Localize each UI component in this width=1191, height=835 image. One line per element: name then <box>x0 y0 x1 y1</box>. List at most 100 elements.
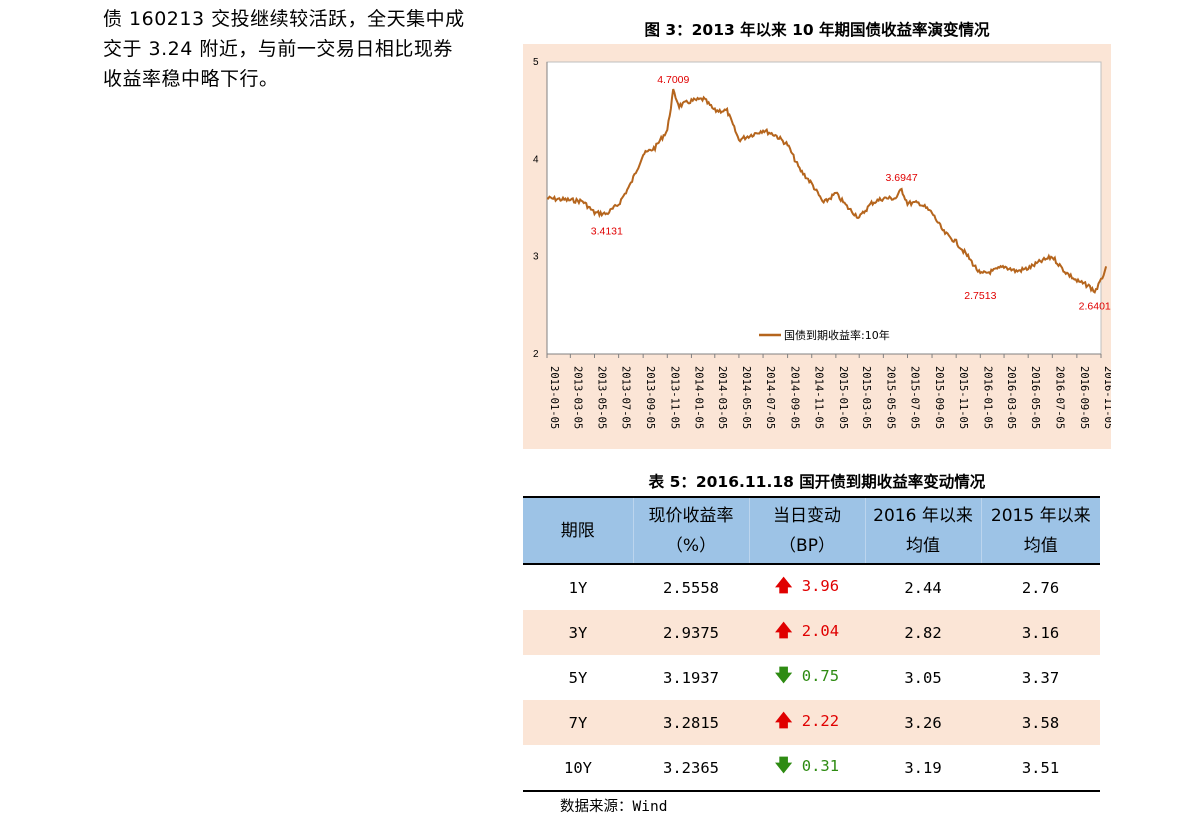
table-header-row: 期限 现价收益率 （%） 当日变动 （BP） 2016 年以来 均值 2015 … <box>523 497 1100 564</box>
cell-term: 10Y <box>564 758 592 777</box>
cell-avg-2015: 3.51 <box>1021 758 1060 777</box>
x-tick-label: 2013-01-05 <box>548 366 560 429</box>
cell-avg-2016: 3.05 <box>904 668 942 687</box>
cell-change: 🡅 3.96 <box>749 564 865 610</box>
y-tick-label: 2 <box>533 349 539 360</box>
paragraph-line: 债 160213 交投继续较活跃，全天集中成 <box>103 8 465 30</box>
x-tick-label: 2016-09-05 <box>1078 366 1090 429</box>
cell-yield: 3.2815 <box>663 713 719 732</box>
cell-avg-2016: 3.26 <box>904 713 942 732</box>
x-tick-label: 2016-05-05 <box>1029 366 1041 429</box>
data-label: 3.4131 <box>591 225 623 237</box>
header-avg-2015-label: 2015 年以来 <box>990 505 1091 526</box>
arrow-up-icon: 🡅 <box>774 621 793 641</box>
x-tick-label: 2014-01-05 <box>692 366 704 429</box>
cell-yield: 2.9375 <box>663 623 719 642</box>
cell-avg-2015: 3.16 <box>1021 623 1060 642</box>
x-tick-label: 2014-05-05 <box>740 366 752 429</box>
cell-avg-2016: 2.44 <box>904 578 942 597</box>
x-tick-label: 2014-11-05 <box>813 366 825 429</box>
data-label: 2.6401 <box>1079 301 1111 313</box>
x-tick-label: 2014-07-05 <box>764 366 776 429</box>
cell-avg-2016: 2.82 <box>904 623 942 642</box>
table-row: 10Y 3.2365 🡇 0.31 3.19 3.51 <box>523 745 1100 791</box>
cell-change: 🡇 0.75 <box>749 655 865 700</box>
paragraph-line: 交于 3.24 附近，与前一交易日相比现券 <box>103 38 453 60</box>
header-change-unit: （BP） <box>779 535 835 556</box>
arrow-up-icon: 🡅 <box>774 711 793 731</box>
x-tick-label: 2013-09-05 <box>644 366 656 429</box>
figure-title: 图 3：2013 年以来 10 年期国债收益率演变情况 <box>644 21 990 39</box>
x-tick-label: 2016-07-05 <box>1053 366 1065 429</box>
header-change: 当日变动 （BP） <box>749 497 866 564</box>
cell-term: 3Y <box>568 623 588 642</box>
x-tick-label: 2015-09-05 <box>933 366 945 429</box>
x-tick-label: 2013-11-05 <box>668 366 680 429</box>
yield-line-chart: 2 3 4 5 2013-01-05 2013-03-05 2013-05-05 2013-0… <box>533 57 1111 429</box>
table-row: 3Y 2.9375 🡅 2.04 2.82 3.16 <box>523 610 1100 655</box>
x-tick-label: 2015-01-05 <box>837 366 849 429</box>
header-change-label: 当日变动 <box>773 505 841 526</box>
table-row: 7Y 3.2815 🡅 2.22 3.26 3.58 <box>523 700 1100 745</box>
y-tick-label: 3 <box>533 252 539 263</box>
x-tick-label: 2013-03-05 <box>571 366 583 429</box>
body-paragraph: 债 160213 交投继续较活跃，全天集中成 交于 3.24 附近，与前一交易日… <box>103 4 483 94</box>
cell-avg-2016: 3.19 <box>904 758 942 777</box>
change-value: 2.04 <box>801 622 840 640</box>
header-yield-unit: （%） <box>665 535 717 556</box>
header-avg-2016: 2016 年以来 均值 <box>865 497 982 564</box>
cell-term: 7Y <box>568 713 588 732</box>
table-row: 5Y 3.1937 🡇 0.75 3.05 3.37 <box>523 655 1100 700</box>
header-yield: 现价收益率 （%） <box>633 497 750 564</box>
change-value: 2.22 <box>801 712 840 730</box>
x-tick-label: 2015-05-05 <box>884 366 896 429</box>
header-avg-2016-label: 2016 年以来 <box>873 505 973 526</box>
paragraph-line: 收益率稳中略下行。 <box>103 68 279 90</box>
table-title: 表 5：2016.11.18 国开债到期收益率变动情况 <box>648 473 986 491</box>
x-tick-label: 2014-03-05 <box>716 366 728 429</box>
series-line <box>546 88 1108 294</box>
cell-term: 5Y <box>568 668 588 687</box>
cell-avg-2015: 3.58 <box>1021 713 1060 732</box>
x-tick-label: 2016-11-05 <box>1102 366 1111 429</box>
cell-term: 1Y <box>568 578 588 597</box>
x-tick-label: 2016-01-05 <box>981 366 993 429</box>
header-avg-2015: 2015 年以来 均值 <box>981 497 1100 564</box>
x-tick-label: 2016-03-05 <box>1005 366 1017 429</box>
change-value: 3.96 <box>801 577 840 595</box>
cell-change: 🡅 2.22 <box>749 700 865 745</box>
plot-area <box>546 61 1102 355</box>
cell-yield: 3.1937 <box>663 668 719 687</box>
change-value: 0.75 <box>801 667 840 685</box>
cell-change: 🡅 2.04 <box>749 610 865 655</box>
source-note: 数据来源：Wind <box>560 799 668 815</box>
x-tick-label: 2015-07-05 <box>908 366 920 429</box>
table-row: 1Y 2.5558 🡅 3.96 2.44 2.76 <box>523 564 1100 610</box>
legend-label: 国债到期收益率:10年 <box>784 328 890 342</box>
data-label: 3.6947 <box>886 172 918 184</box>
cell-avg-2015: 2.76 <box>1021 578 1060 597</box>
header-yield-label: 现价收益率 <box>648 505 734 526</box>
x-tick-label: 2014-09-05 <box>789 366 801 429</box>
x-tick-label: 2013-07-05 <box>620 366 632 429</box>
data-label: 2.7513 <box>964 290 996 302</box>
y-tick-label: 5 <box>533 57 539 68</box>
header-term: 期限 <box>523 497 634 564</box>
x-tick-label: 2015-03-05 <box>860 366 872 429</box>
cell-change: 🡇 0.31 <box>749 745 865 791</box>
cell-yield: 3.2365 <box>663 758 719 777</box>
x-tick-label: 2013-05-05 <box>595 366 607 429</box>
change-value: 0.31 <box>801 757 840 775</box>
arrow-down-icon: 🡇 <box>774 756 793 776</box>
header-avg-2016-sub: 均值 <box>906 535 940 556</box>
x-tick-label: 2015-11-05 <box>957 366 969 429</box>
cell-avg-2015: 3.37 <box>1021 668 1060 687</box>
chart-panel: 2 3 4 5 2013-01-05 2013-03-05 2013-05-05 2013-0… <box>523 44 1111 449</box>
arrow-up-icon: 🡅 <box>774 576 793 596</box>
data-label: 4.7009 <box>657 74 689 86</box>
y-tick-label: 4 <box>533 154 539 165</box>
yield-change-table: 期限 现价收益率 （%） 当日变动 （BP） 2016 年以来 均值 2015 … <box>523 496 1100 792</box>
arrow-down-icon: 🡇 <box>774 666 793 686</box>
header-avg-2015-sub: 均值 <box>1023 535 1058 556</box>
cell-yield: 2.5558 <box>663 578 719 597</box>
